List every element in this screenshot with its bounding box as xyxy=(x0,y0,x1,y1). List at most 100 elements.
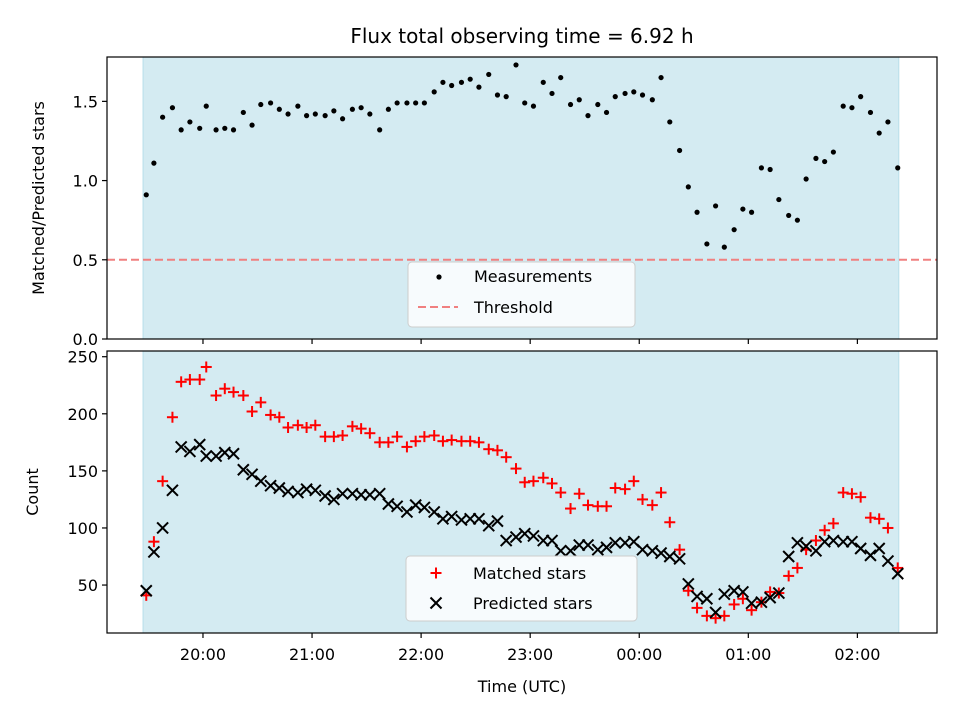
measurement-point xyxy=(567,101,574,108)
measurement-point xyxy=(677,147,683,154)
matched-star-point xyxy=(273,411,285,423)
predicted-star-point xyxy=(527,529,540,543)
matched-star-point xyxy=(473,436,485,448)
measurement-point xyxy=(349,106,356,112)
predicted-star-point xyxy=(709,606,722,619)
count-y-tick-label: 150 xyxy=(67,462,98,481)
ratio-x-ticks xyxy=(202,339,858,344)
matched-star-point xyxy=(301,421,313,433)
matched-star-point xyxy=(428,429,440,441)
predicted-star-point xyxy=(718,587,731,601)
predicted-star-point xyxy=(373,487,386,500)
predicted-star-point xyxy=(881,554,895,568)
matched-star-point xyxy=(175,376,187,388)
predicted-star-point xyxy=(609,536,622,550)
matched-stars-points xyxy=(140,361,904,624)
matched-star-point xyxy=(210,390,222,402)
measurement-point xyxy=(404,100,410,106)
predicted-star-point xyxy=(755,595,768,609)
count-legend: Matched stars Predicted stars xyxy=(405,555,638,622)
measurement-point xyxy=(268,100,274,106)
predicted-star-point xyxy=(336,487,349,500)
matched-star-point xyxy=(292,419,304,431)
measurement-point xyxy=(143,192,149,198)
predicted-star-point xyxy=(564,544,577,558)
measurement-point xyxy=(151,160,157,166)
predicted-star-point xyxy=(554,544,567,558)
measurement-point xyxy=(160,114,166,120)
predicted-star-point xyxy=(309,484,322,497)
predicted-star-point xyxy=(147,545,161,559)
ratio-panel: 0.0 0.5 1.0 1.5 Flux total observing time =… xyxy=(29,24,938,349)
x-tick-label: 21:00 xyxy=(289,645,335,664)
count-y-tick-label: 250 xyxy=(67,348,98,367)
measurements-points xyxy=(143,62,901,250)
predicted-star-point xyxy=(872,542,886,555)
x-tick-label: 00:00 xyxy=(616,645,662,664)
measurement-point xyxy=(530,103,537,109)
measurement-point xyxy=(895,165,901,171)
predicted-stars-points xyxy=(140,438,904,619)
predicted-star-point xyxy=(140,584,153,597)
matched-star-point xyxy=(255,396,267,408)
matched-star-point xyxy=(346,420,358,432)
measurement-point xyxy=(858,94,864,100)
measurement-point xyxy=(685,184,691,190)
matched-star-point xyxy=(328,431,340,443)
count-axes-frame xyxy=(106,350,938,634)
matched-star-point xyxy=(519,476,531,488)
measurement-point xyxy=(394,100,400,106)
measurement-point xyxy=(249,122,255,128)
measurement-point xyxy=(476,84,482,90)
predicted-star-point xyxy=(791,536,804,550)
measurement-point xyxy=(840,103,846,109)
predicted-star-point xyxy=(491,514,504,528)
matched-star-point xyxy=(510,463,522,475)
measurement-point xyxy=(522,100,528,106)
predicted-star-point xyxy=(864,549,877,562)
ratio-y-ticks: 0.0 0.5 1.0 1.5 xyxy=(73,92,107,349)
matched-star-point xyxy=(827,517,839,529)
matched-star-point xyxy=(609,482,621,494)
matched-star-point xyxy=(148,536,160,548)
matched-star-point xyxy=(637,493,649,505)
predicted-star-point xyxy=(409,498,422,512)
predicted-star-point xyxy=(600,541,613,554)
predicted-star-point xyxy=(736,585,750,599)
measurement-point xyxy=(740,206,746,212)
measurement-point xyxy=(285,111,291,117)
matched-star-point xyxy=(527,475,539,487)
predicted-star-point xyxy=(200,449,213,463)
measurement-point xyxy=(813,155,819,161)
predicted-star-point xyxy=(445,510,458,523)
matched-star-point xyxy=(691,602,703,614)
matched-star-point xyxy=(819,524,831,536)
matched-star-point xyxy=(237,390,249,402)
count-panel: 50 100 150 200 250 20:00 21:00 22:00 23:00 00:00… xyxy=(23,348,938,696)
matched-star-point xyxy=(855,491,867,503)
measurement-point xyxy=(540,79,546,85)
legend-predicted-marker xyxy=(429,596,443,610)
measurement-point xyxy=(222,125,228,131)
ratio-y-tick-label: 1.0 xyxy=(73,172,98,191)
predicted-star-point xyxy=(166,484,179,497)
x-tick-label: 20:00 xyxy=(180,645,226,664)
measurement-point xyxy=(667,119,673,125)
measurement-point xyxy=(331,108,337,114)
matched-star-point xyxy=(837,487,849,499)
predicted-star-point xyxy=(193,438,206,451)
legend-matched-label: Matched stars xyxy=(473,564,586,583)
matched-star-point xyxy=(184,374,196,386)
matched-star-point xyxy=(200,361,212,373)
predicted-star-point xyxy=(772,586,786,600)
measurement-point xyxy=(513,62,519,68)
predicted-star-point xyxy=(663,550,676,563)
matched-star-point xyxy=(364,427,376,439)
matched-star-point xyxy=(674,544,686,556)
x-tick-label: 01:00 xyxy=(725,645,771,664)
matched-star-point xyxy=(219,383,231,395)
measurement-point xyxy=(704,241,710,247)
measurement-point xyxy=(595,101,601,108)
matched-star-point xyxy=(764,586,776,598)
